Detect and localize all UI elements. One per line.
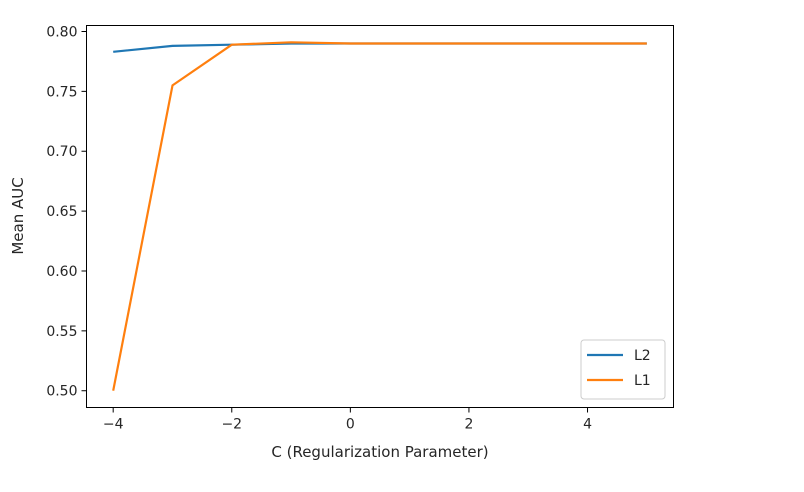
series-line-l2 [113,42,647,53]
y-tick-label: 0.70 [46,144,77,160]
x-tick-label: −4 [103,417,124,433]
y-axis-label: Mean AUC [9,177,27,254]
y-tick-label: 0.75 [46,84,77,100]
y-tick-label: 0.65 [46,204,77,220]
legend-label-l2: L2 [634,348,651,364]
x-axis-label: C (Regularization Parameter) [271,443,488,461]
series-layer [112,41,647,391]
y-tick-label: 0.50 [46,384,77,400]
y-tick-label: 0.60 [46,264,77,280]
x-tick-label: 4 [583,417,592,433]
y-axis-ticks: 0.50 0.55 0.60 0.65 0.70 0.75 0.80 [46,24,87,400]
legend-box [580,339,666,400]
series-line-l1 [112,41,647,391]
plot-frame [86,25,674,408]
legend-entries: L2 L1 [587,348,651,389]
y-tick-label: 0.80 [46,24,77,40]
legend-label-l1: L1 [634,373,651,389]
x-tick-label: −2 [221,417,242,433]
y-tick-label: 0.55 [46,324,77,340]
x-tick-label: 2 [464,417,473,433]
x-tick-label: 0 [346,417,355,433]
x-axis-ticks: −4 −2 0 2 4 [103,407,592,433]
legend: L2 L1 [580,339,666,400]
